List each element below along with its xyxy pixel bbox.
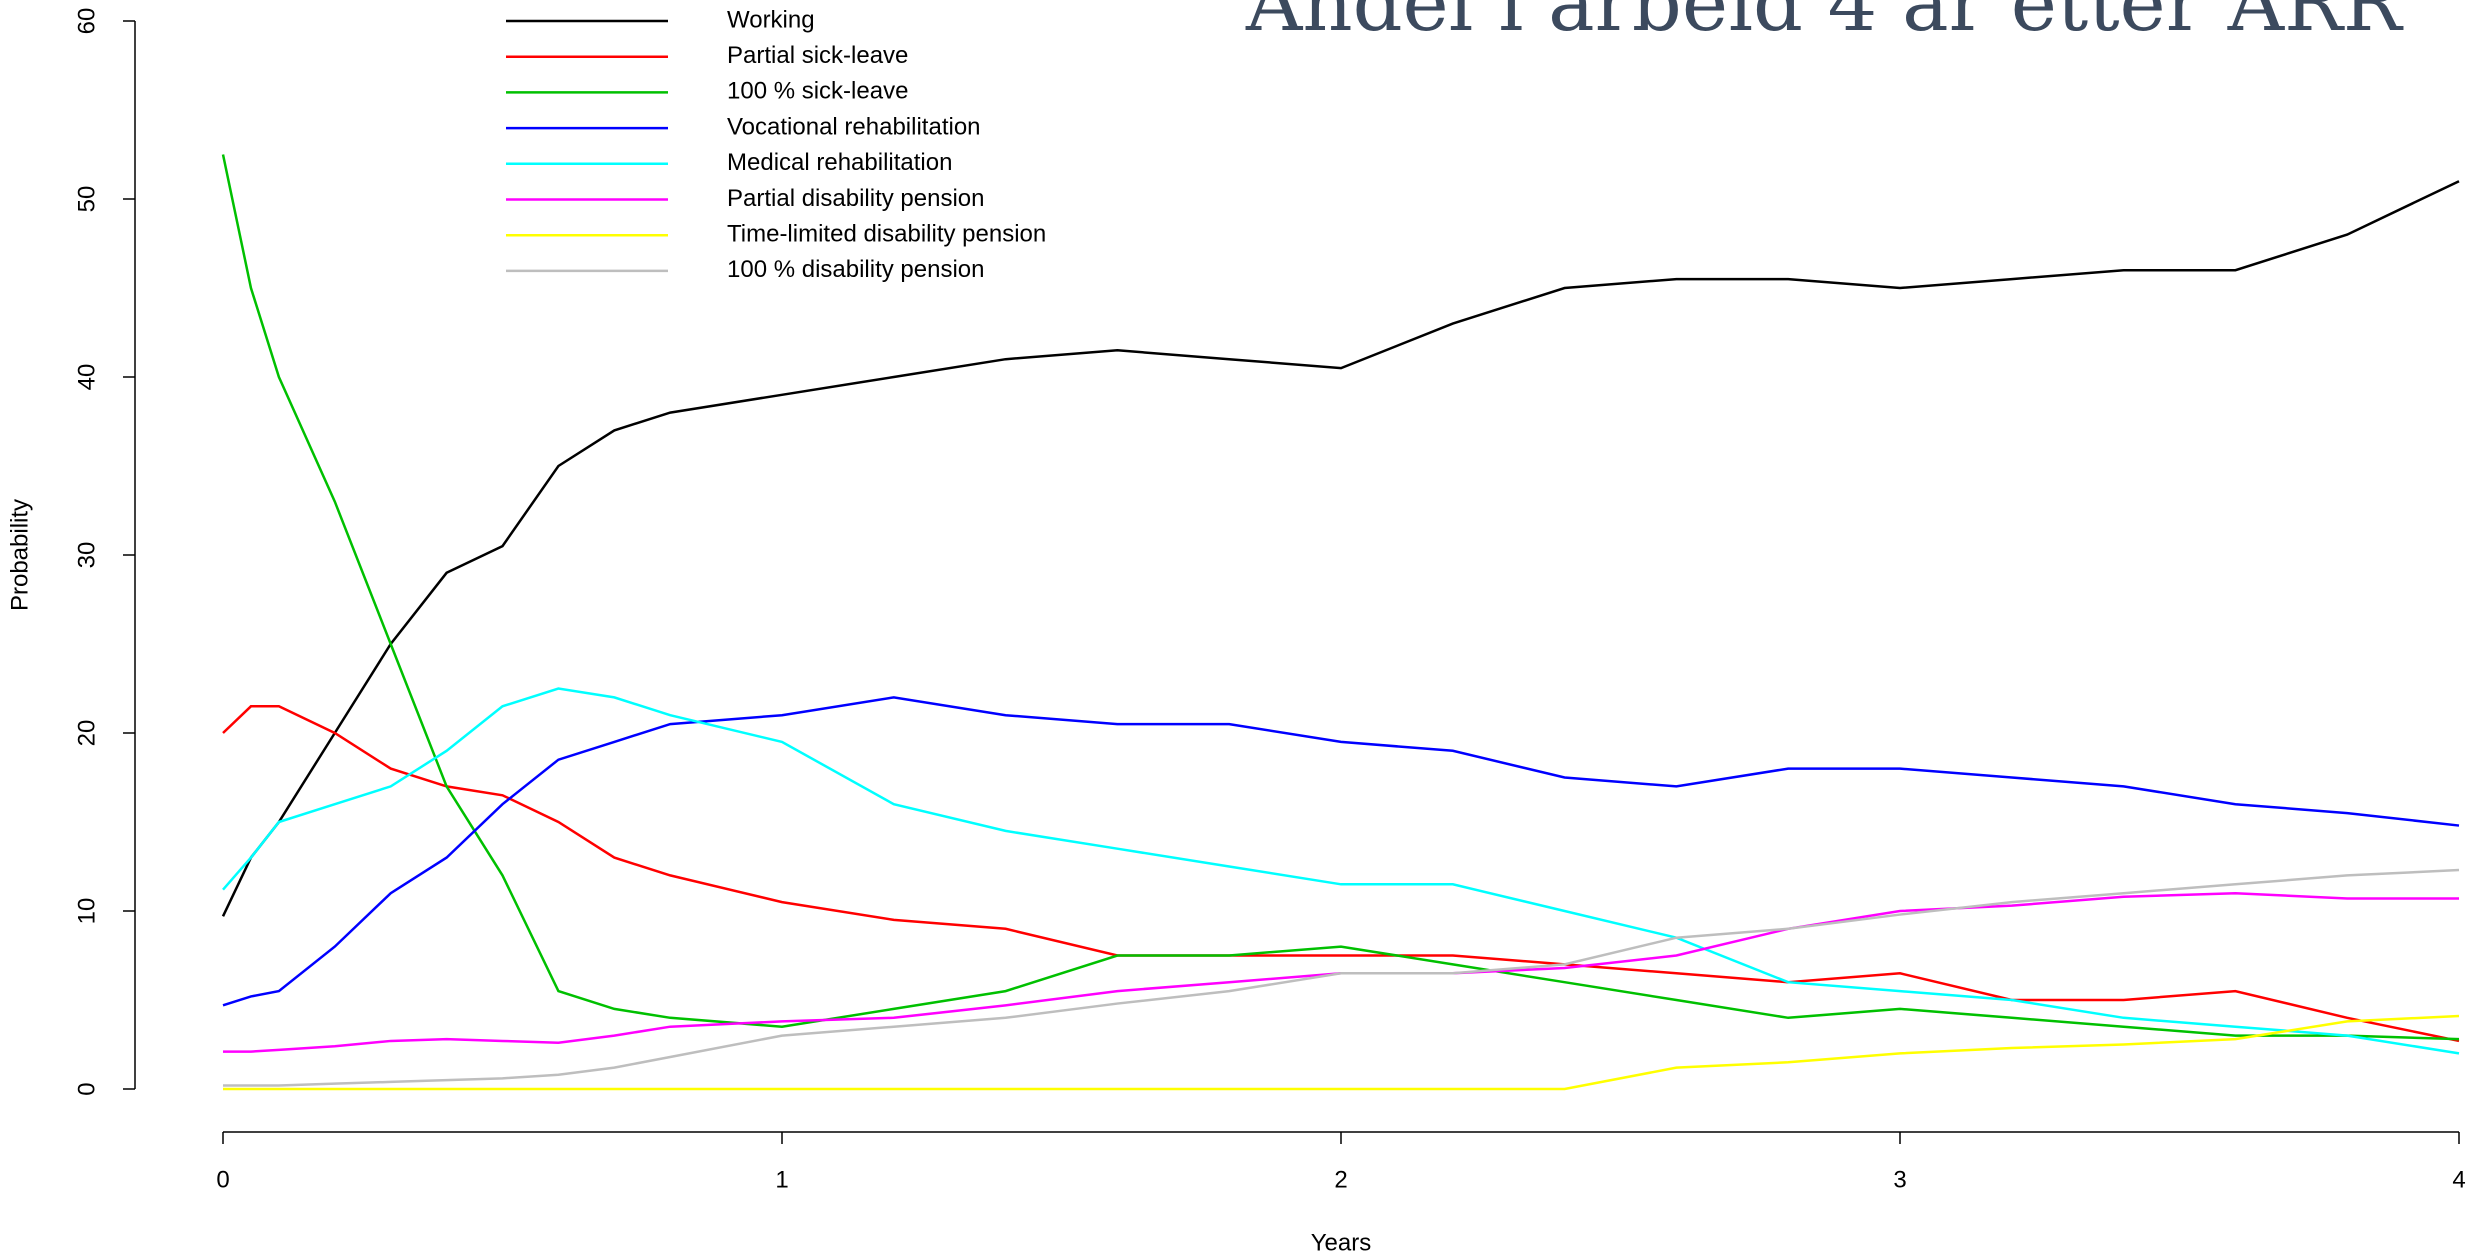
x-tick-label: 0 [216,1166,229,1193]
y-tick-label: 60 [73,8,100,35]
y-axis-label: Probability [6,499,33,611]
y-tick-label: 50 [73,186,100,213]
legend-label: Working [727,6,815,33]
series-line [223,891,2459,1053]
legend-label: Time-limited disability pension [727,221,1046,248]
legend-label: 100 % sick-leave [727,78,908,105]
series-line [221,180,2460,917]
series-line [221,154,2460,1041]
x-tick-label: 3 [1893,1166,1906,1193]
legend-label: Partial sick-leave [727,42,908,69]
y-tick-label: 20 [73,720,100,747]
x-tick-label: 1 [775,1166,788,1193]
x-axis-label: Years [1311,1229,1372,1251]
y-tick-label: 0 [73,1082,100,1095]
legend-label: Vocational rehabilitation [727,113,981,140]
series-line [223,868,2460,1087]
legend-label: Partial disability pension [727,185,984,212]
legend-label: Medical rehabilitation [727,149,952,176]
chart-title: Andel i arbeid 4 år etter ARR [1245,0,2404,49]
y-tick-label: 30 [73,542,100,569]
y-tick-label: 10 [73,898,100,925]
series-line [222,687,2460,1055]
x-tick-label: 2 [1334,1166,1347,1193]
series-line [223,1014,2460,1091]
legend-label: 100 % disability pension [727,256,985,283]
series-line [222,696,2460,1007]
x-tick-label: 4 [2452,1166,2465,1193]
series-line [222,705,2460,1043]
y-tick-label: 40 [73,364,100,391]
